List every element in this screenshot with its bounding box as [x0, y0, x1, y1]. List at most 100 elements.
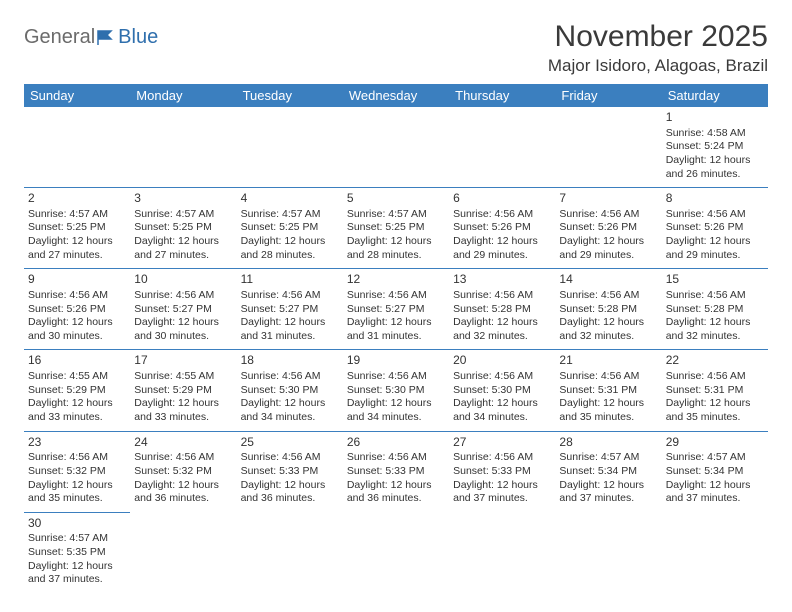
day-number: 22	[666, 353, 764, 369]
day-sunset: Sunset: 5:28 PM	[559, 303, 657, 317]
day-daylight2: and 36 minutes.	[134, 492, 232, 506]
day-daylight1: Daylight: 12 hours	[134, 316, 232, 330]
weekday-header: Wednesday	[343, 84, 449, 107]
day-sunrise: Sunrise: 4:57 AM	[666, 451, 764, 465]
location: Major Isidoro, Alagoas, Brazil	[548, 56, 768, 76]
flag-icon	[97, 30, 117, 46]
day-sunrise: Sunrise: 4:56 AM	[453, 208, 551, 222]
calendar-cell: 1Sunrise: 4:58 AMSunset: 5:24 PMDaylight…	[662, 107, 768, 188]
day-sunrise: Sunrise: 4:57 AM	[28, 208, 126, 222]
weekday-header: Saturday	[662, 84, 768, 107]
day-daylight1: Daylight: 12 hours	[347, 397, 445, 411]
calendar-table: Sunday Monday Tuesday Wednesday Thursday…	[24, 84, 768, 593]
calendar-cell	[449, 512, 555, 593]
day-number: 6	[453, 191, 551, 207]
calendar-cell: 26Sunrise: 4:56 AMSunset: 5:33 PMDayligh…	[343, 431, 449, 512]
day-sunrise: Sunrise: 4:56 AM	[28, 289, 126, 303]
calendar-cell: 20Sunrise: 4:56 AMSunset: 5:30 PMDayligh…	[449, 350, 555, 431]
day-daylight1: Daylight: 12 hours	[347, 479, 445, 493]
day-sunrise: Sunrise: 4:56 AM	[347, 451, 445, 465]
day-number: 14	[559, 272, 657, 288]
day-sunset: Sunset: 5:26 PM	[559, 221, 657, 235]
calendar-cell: 16Sunrise: 4:55 AMSunset: 5:29 PMDayligh…	[24, 350, 130, 431]
day-daylight2: and 32 minutes.	[453, 330, 551, 344]
calendar-cell: 5Sunrise: 4:57 AMSunset: 5:25 PMDaylight…	[343, 188, 449, 269]
calendar-cell	[24, 107, 130, 188]
calendar-cell: 14Sunrise: 4:56 AMSunset: 5:28 PMDayligh…	[555, 269, 661, 350]
day-number: 28	[559, 435, 657, 451]
calendar-cell	[237, 512, 343, 593]
day-daylight1: Daylight: 12 hours	[453, 235, 551, 249]
calendar-cell	[130, 107, 236, 188]
calendar-cell: 28Sunrise: 4:57 AMSunset: 5:34 PMDayligh…	[555, 431, 661, 512]
calendar-cell	[555, 512, 661, 593]
day-number: 26	[347, 435, 445, 451]
calendar-row: 9Sunrise: 4:56 AMSunset: 5:26 PMDaylight…	[24, 269, 768, 350]
day-daylight2: and 32 minutes.	[666, 330, 764, 344]
calendar-cell: 17Sunrise: 4:55 AMSunset: 5:29 PMDayligh…	[130, 350, 236, 431]
day-sunrise: Sunrise: 4:56 AM	[241, 370, 339, 384]
day-sunrise: Sunrise: 4:56 AM	[453, 370, 551, 384]
day-sunset: Sunset: 5:26 PM	[453, 221, 551, 235]
day-number: 13	[453, 272, 551, 288]
calendar-cell: 10Sunrise: 4:56 AMSunset: 5:27 PMDayligh…	[130, 269, 236, 350]
day-sunrise: Sunrise: 4:56 AM	[666, 289, 764, 303]
day-number: 10	[134, 272, 232, 288]
day-daylight2: and 35 minutes.	[28, 492, 126, 506]
day-daylight2: and 28 minutes.	[241, 249, 339, 263]
logo-text-general: General	[24, 26, 95, 49]
weekday-header: Monday	[130, 84, 236, 107]
day-sunset: Sunset: 5:25 PM	[347, 221, 445, 235]
day-daylight2: and 29 minutes.	[453, 249, 551, 263]
day-number: 7	[559, 191, 657, 207]
day-daylight1: Daylight: 12 hours	[241, 397, 339, 411]
calendar-cell: 6Sunrise: 4:56 AMSunset: 5:26 PMDaylight…	[449, 188, 555, 269]
calendar-cell	[662, 512, 768, 593]
calendar-cell: 7Sunrise: 4:56 AMSunset: 5:26 PMDaylight…	[555, 188, 661, 269]
day-sunrise: Sunrise: 4:56 AM	[241, 451, 339, 465]
day-number: 21	[559, 353, 657, 369]
weekday-header-row: Sunday Monday Tuesday Wednesday Thursday…	[24, 84, 768, 107]
calendar-cell: 21Sunrise: 4:56 AMSunset: 5:31 PMDayligh…	[555, 350, 661, 431]
calendar-cell: 22Sunrise: 4:56 AMSunset: 5:31 PMDayligh…	[662, 350, 768, 431]
day-daylight1: Daylight: 12 hours	[241, 235, 339, 249]
day-number: 20	[453, 353, 551, 369]
day-number: 25	[241, 435, 339, 451]
day-sunrise: Sunrise: 4:56 AM	[347, 370, 445, 384]
day-sunrise: Sunrise: 4:56 AM	[453, 289, 551, 303]
day-sunrise: Sunrise: 4:58 AM	[666, 127, 764, 141]
calendar-cell: 24Sunrise: 4:56 AMSunset: 5:32 PMDayligh…	[130, 431, 236, 512]
day-daylight2: and 34 minutes.	[241, 411, 339, 425]
day-daylight2: and 26 minutes.	[666, 168, 764, 182]
day-number: 1	[666, 110, 764, 126]
day-daylight2: and 34 minutes.	[453, 411, 551, 425]
day-sunset: Sunset: 5:28 PM	[666, 303, 764, 317]
calendar-cell: 12Sunrise: 4:56 AMSunset: 5:27 PMDayligh…	[343, 269, 449, 350]
day-daylight2: and 37 minutes.	[28, 573, 126, 587]
calendar-cell: 30Sunrise: 4:57 AMSunset: 5:35 PMDayligh…	[24, 512, 130, 593]
day-daylight1: Daylight: 12 hours	[666, 316, 764, 330]
day-number: 5	[347, 191, 445, 207]
day-sunrise: Sunrise: 4:56 AM	[559, 289, 657, 303]
calendar-cell: 4Sunrise: 4:57 AMSunset: 5:25 PMDaylight…	[237, 188, 343, 269]
day-daylight1: Daylight: 12 hours	[134, 235, 232, 249]
day-sunset: Sunset: 5:30 PM	[453, 384, 551, 398]
day-number: 4	[241, 191, 339, 207]
day-sunset: Sunset: 5:28 PM	[453, 303, 551, 317]
day-sunrise: Sunrise: 4:56 AM	[347, 289, 445, 303]
day-number: 18	[241, 353, 339, 369]
day-sunset: Sunset: 5:32 PM	[28, 465, 126, 479]
day-daylight2: and 37 minutes.	[666, 492, 764, 506]
day-daylight1: Daylight: 12 hours	[453, 479, 551, 493]
day-daylight2: and 37 minutes.	[559, 492, 657, 506]
day-number: 15	[666, 272, 764, 288]
day-daylight2: and 31 minutes.	[347, 330, 445, 344]
day-number: 19	[347, 353, 445, 369]
day-daylight2: and 29 minutes.	[666, 249, 764, 263]
day-daylight2: and 36 minutes.	[241, 492, 339, 506]
day-sunrise: Sunrise: 4:57 AM	[134, 208, 232, 222]
title-block: November 2025 Major Isidoro, Alagoas, Br…	[548, 20, 768, 76]
day-daylight1: Daylight: 12 hours	[347, 235, 445, 249]
day-sunrise: Sunrise: 4:57 AM	[241, 208, 339, 222]
weekday-header: Thursday	[449, 84, 555, 107]
